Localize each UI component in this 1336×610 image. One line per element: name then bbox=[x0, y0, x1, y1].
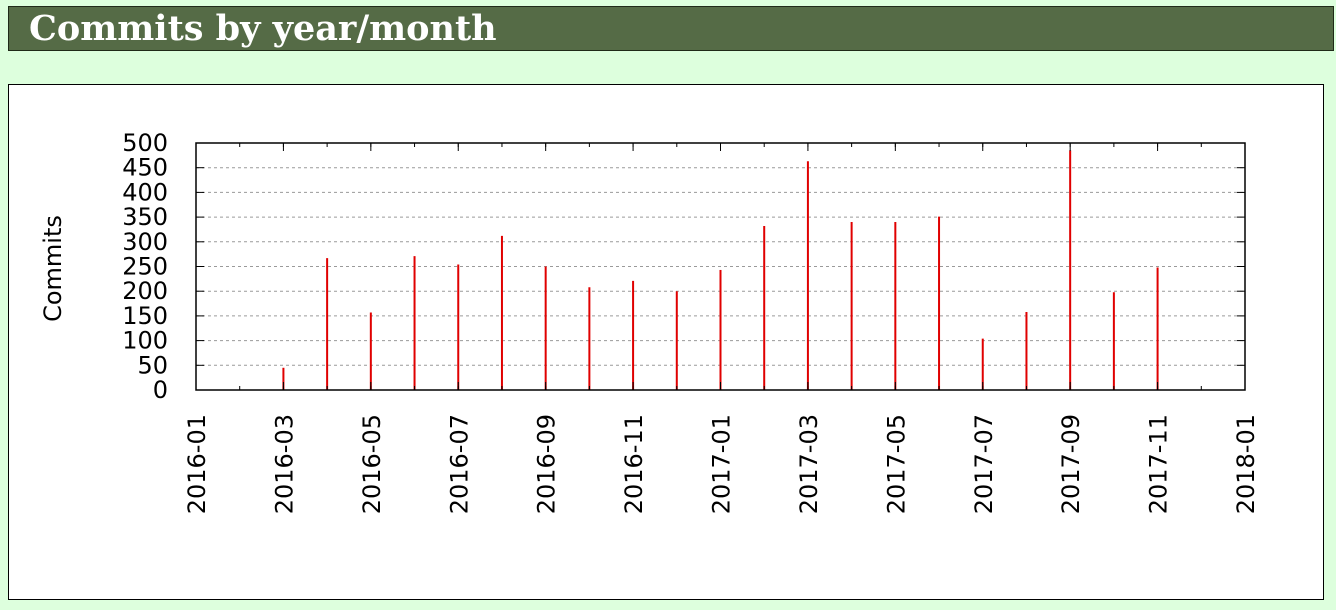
x-tick-label: 2017-05 bbox=[882, 414, 910, 514]
y-tick-label: 100 bbox=[122, 327, 168, 355]
x-tick-label: 2016-03 bbox=[270, 414, 298, 514]
x-tick-label: 2016-11 bbox=[620, 414, 648, 514]
y-tick-label: 200 bbox=[122, 277, 168, 305]
x-tick-label: 2017-01 bbox=[708, 414, 736, 514]
x-tick-label: 2017-09 bbox=[1057, 414, 1085, 514]
x-tick-label: 2016-07 bbox=[445, 414, 473, 514]
y-tick-label: 0 bbox=[153, 376, 168, 404]
y-tick-label: 150 bbox=[122, 302, 168, 330]
y-axis-title: Commits bbox=[39, 215, 67, 322]
x-tick-label: 2016-01 bbox=[183, 414, 211, 514]
y-tick-label: 300 bbox=[122, 228, 168, 256]
x-tick-label: 2018-01 bbox=[1232, 414, 1260, 514]
y-tick-label: 400 bbox=[122, 178, 168, 206]
x-tick-label: 2017-03 bbox=[795, 414, 823, 514]
x-tick-label: 2016-05 bbox=[358, 414, 386, 514]
y-tick-label: 250 bbox=[122, 253, 168, 281]
x-tick-label: 2016-09 bbox=[533, 414, 561, 514]
y-tick-label: 50 bbox=[137, 351, 168, 379]
x-tick-label: 2017-11 bbox=[1145, 414, 1173, 514]
section-title: Commits by year/month bbox=[29, 8, 497, 49]
x-tick-label: 2017-07 bbox=[970, 414, 998, 514]
y-tick-label: 450 bbox=[122, 154, 168, 182]
y-tick-label: 500 bbox=[122, 129, 168, 157]
chart-container: 0 50 100 150 200 250 300 350 400 450 500 2016-01 201… bbox=[8, 84, 1324, 600]
y-tick-label: 350 bbox=[122, 203, 168, 231]
section-header: Commits by year/month bbox=[8, 6, 1334, 51]
